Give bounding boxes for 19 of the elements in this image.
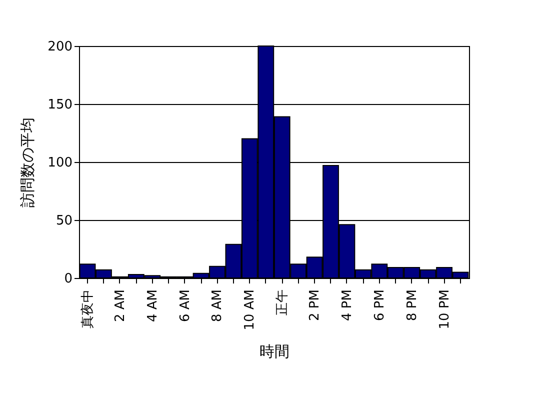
x-tick-label: 2 AM	[112, 290, 128, 322]
x-tick-label: 2 PM	[308, 290, 323, 321]
x-tick-label: 4 AM	[145, 290, 160, 322]
x-tick-label: 8 AM	[210, 290, 226, 322]
x-tick-label: 4 PM	[340, 290, 355, 321]
y-axis-title: 訪問数の平均	[18, 118, 37, 208]
x-tick-label: 真夜中	[80, 290, 96, 328]
y-tick-label: 50	[56, 214, 72, 228]
y-tick-label: 150	[48, 98, 72, 112]
x-tick-label: 8 PM	[404, 290, 420, 321]
x-axis-title: 時間	[260, 342, 290, 360]
x-tick-label: 10 AM	[242, 290, 258, 330]
x-tick-label: 6 PM	[372, 290, 388, 321]
x-tick-label: 10 PM	[437, 290, 452, 330]
x-tick-label: 正午	[275, 290, 290, 316]
y-tick-label: 0	[64, 272, 72, 286]
y-tick-label: 100	[48, 156, 72, 170]
x-tick-label: 6 AM	[178, 290, 193, 322]
y-tick-label: 200	[48, 40, 72, 54]
